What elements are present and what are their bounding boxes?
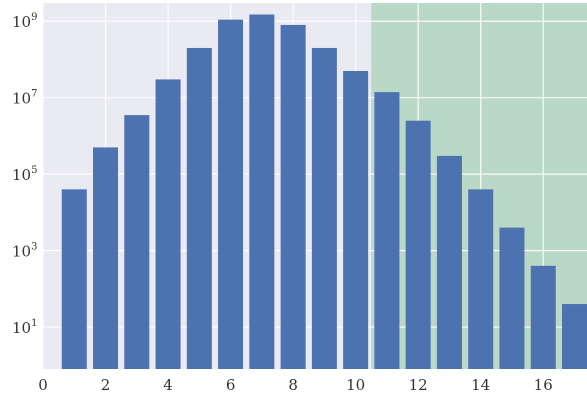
x-tick-label: 2 (101, 376, 111, 394)
y-tick-label: 105 (12, 165, 37, 184)
bar (530, 265, 556, 369)
bar (93, 147, 119, 369)
bar (405, 120, 431, 369)
bar (218, 19, 244, 369)
bar (186, 47, 212, 370)
y-tick-label: 101 (12, 318, 37, 337)
bar (280, 24, 306, 369)
bar (374, 92, 400, 369)
x-tick-label: 16 (534, 376, 553, 394)
x-tick-label: 14 (471, 376, 490, 394)
bar (311, 47, 337, 370)
x-tick-label: 10 (346, 376, 365, 394)
y-tick-label: 103 (12, 242, 37, 261)
x-tick-label: 8 (288, 376, 298, 394)
bar (61, 189, 87, 369)
bar (249, 14, 275, 369)
bar (343, 70, 369, 370)
x-tick-label: 6 (226, 376, 236, 394)
bar (155, 79, 181, 370)
x-tick-label: 0 (38, 376, 48, 394)
bar (499, 227, 525, 369)
bar (468, 189, 494, 369)
y-tick-label: 107 (12, 89, 37, 108)
y-tick-label: 109 (12, 12, 37, 31)
bar (436, 155, 462, 369)
x-tick-label: 4 (163, 376, 173, 394)
x-tick-label: 12 (409, 376, 428, 394)
bar (561, 304, 587, 369)
bar (124, 115, 150, 369)
